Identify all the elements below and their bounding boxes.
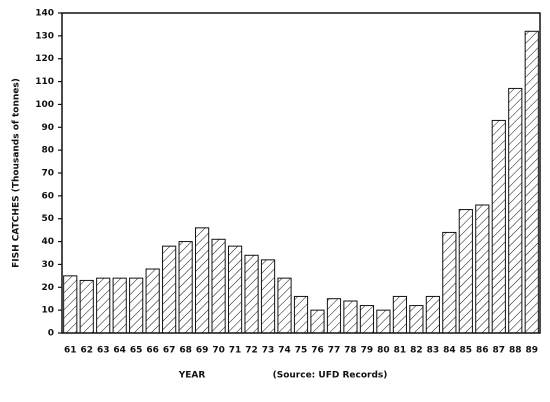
x-tick-label: 82 — [410, 346, 423, 356]
bar — [425, 295, 440, 334]
bar — [162, 245, 177, 334]
y-tick-label: 90 — [41, 123, 54, 133]
y-tick-label: 50 — [41, 214, 54, 224]
x-tick-label: 87 — [493, 346, 506, 356]
x-tick-label: 83 — [427, 346, 440, 356]
bar — [359, 305, 375, 334]
bar — [475, 204, 490, 334]
y-tick-label: 60 — [41, 191, 54, 201]
x-tick-label: 79 — [361, 346, 374, 356]
x-tick-label: 64 — [113, 346, 126, 356]
bar — [442, 231, 457, 334]
bar — [409, 305, 424, 334]
x-tick-label: 66 — [146, 346, 159, 356]
y-tick-label: 100 — [35, 100, 54, 110]
y-tick-label: 80 — [41, 146, 54, 156]
y-tick-label: 0 — [48, 329, 54, 339]
bar — [260, 259, 276, 334]
x-tick-label: 85 — [460, 346, 473, 356]
bar — [145, 268, 160, 334]
x-tick-label: 76 — [311, 346, 324, 356]
bar — [178, 241, 193, 334]
y-tick-label: 30 — [41, 260, 54, 270]
x-tick-label: 89 — [525, 346, 538, 356]
bar — [79, 279, 94, 334]
y-tick-label: 140 — [35, 9, 54, 19]
x-tick-label: 70 — [212, 346, 225, 356]
bar — [326, 298, 342, 334]
x-axis-label: YEAR — [178, 371, 206, 381]
bar — [112, 277, 127, 334]
x-tick-label: 88 — [509, 346, 522, 356]
bar — [293, 295, 309, 334]
source-note: (Source: UFD Records) — [273, 371, 388, 381]
bar — [392, 295, 407, 334]
x-tick-label: 71 — [229, 346, 242, 356]
x-tick-label: 67 — [163, 346, 176, 356]
y-tick-label: 40 — [41, 237, 54, 247]
x-tick-label: 86 — [476, 346, 489, 356]
bar — [376, 309, 391, 334]
bar — [227, 245, 243, 334]
x-tick-label: 75 — [295, 346, 308, 356]
y-tick-label: 120 — [35, 54, 54, 64]
y-tick-label: 70 — [41, 169, 54, 179]
x-tick-label: 72 — [245, 346, 258, 356]
y-tick-label: 10 — [41, 306, 54, 316]
x-tick-label: 74 — [278, 346, 291, 356]
x-tick-label: 77 — [328, 346, 341, 356]
x-tick-label: 61 — [64, 346, 77, 356]
bar — [96, 277, 111, 334]
bar — [524, 30, 539, 334]
bar — [458, 209, 473, 334]
bar — [211, 238, 226, 334]
x-tick-label: 84 — [443, 346, 456, 356]
bar — [195, 227, 210, 334]
bar — [491, 119, 506, 334]
x-tick-label: 78 — [344, 346, 357, 356]
x-tick-label: 65 — [130, 346, 143, 356]
y-tick-label: 130 — [35, 31, 54, 41]
y-tick-label: 20 — [41, 283, 54, 293]
x-tick-label: 81 — [394, 346, 407, 356]
x-tick-label: 69 — [196, 346, 209, 356]
bar — [508, 87, 523, 334]
y-axis-label: FISH CATCHES (Thousands of tonnes) — [12, 78, 22, 268]
bar — [63, 275, 78, 334]
x-tick-label: 63 — [97, 346, 110, 356]
x-tick-label: 68 — [179, 346, 192, 356]
bar — [129, 277, 144, 334]
bar — [310, 309, 325, 334]
y-tick-label: 110 — [35, 77, 54, 87]
bar — [343, 300, 358, 334]
x-tick-label: 80 — [377, 346, 390, 356]
x-tick-label: 73 — [262, 346, 275, 356]
bar — [244, 254, 259, 334]
x-tick-label: 62 — [80, 346, 93, 356]
bar — [277, 277, 292, 334]
